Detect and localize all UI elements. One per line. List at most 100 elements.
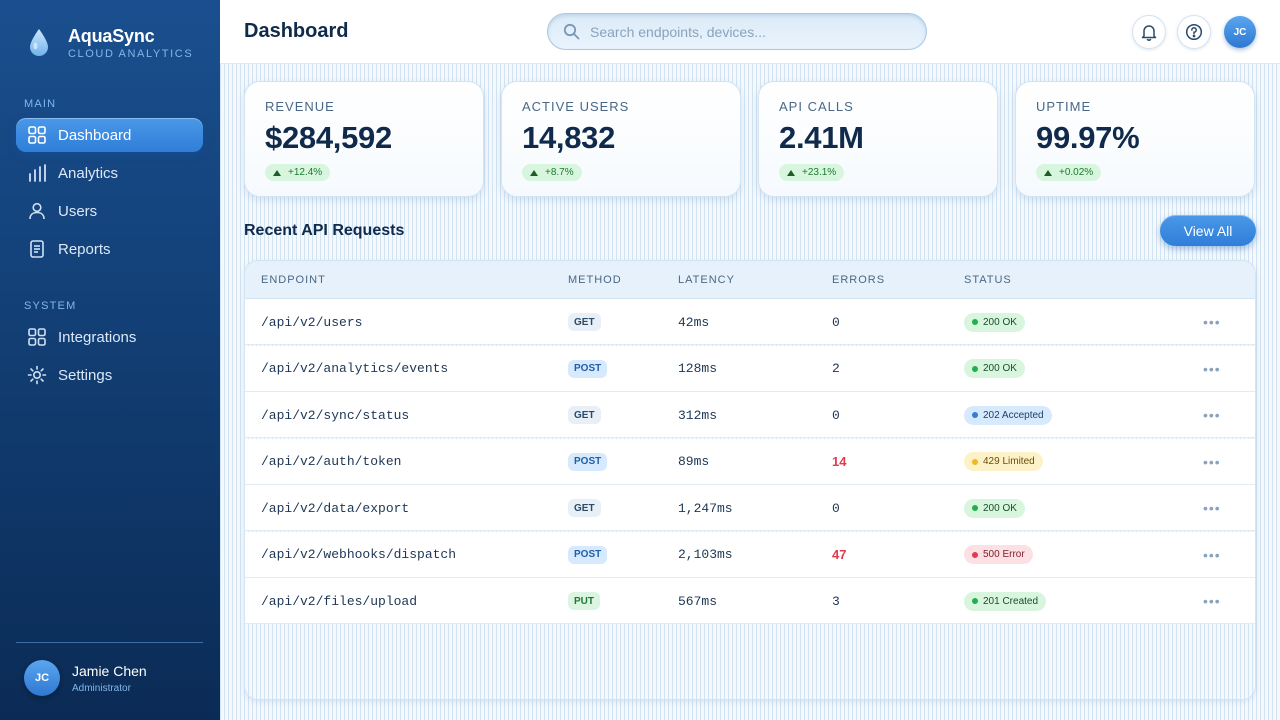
errors-cell: 3 (832, 593, 840, 609)
column-header-latency[interactable]: LATENCY (678, 274, 735, 286)
table-row[interactable]: /api/v2/users GET 42ms 0 200 OK ••• (245, 299, 1255, 345)
status-cell: 200 OK (964, 346, 1025, 392)
method-cell: GET (568, 392, 601, 438)
brand[interactable]: AquaSync CLOUD ANALYTICS (28, 26, 193, 60)
status-dot-icon (972, 365, 978, 372)
errors-cell: 14 (832, 454, 847, 469)
stat-label: REVENUE (265, 99, 335, 114)
status-dot-icon (972, 598, 978, 604)
notifications-button[interactable] (1132, 15, 1166, 49)
method-badge: GET (568, 406, 601, 424)
table-row[interactable]: /api/v2/webhooks/dispatch POST 2,103ms 47 50… (245, 531, 1255, 578)
column-header-errors[interactable]: ERRORS (832, 274, 886, 286)
stat-label: ACTIVE USERS (522, 99, 630, 114)
profile-name: Jamie Chen (72, 662, 147, 679)
endpoint-cell: /api/v2/sync/status (261, 407, 410, 423)
status-text: 200 OK (983, 363, 1017, 374)
search-input[interactable] (590, 23, 910, 40)
user-icon (27, 201, 47, 221)
help-button[interactable] (1177, 15, 1211, 49)
method-cell: PUT (568, 578, 600, 624)
more-options-icon[interactable]: ••• (1203, 546, 1221, 563)
sidebar-item-label: Integrations (58, 328, 137, 346)
more-options-icon[interactable]: ••• (1203, 593, 1221, 609)
section-title: Recent API Requests (244, 222, 405, 239)
stat-card-revenue: REVENUE $284,592 +12.4% (244, 81, 484, 197)
latency-cell: 128ms (678, 361, 718, 376)
column-header-method[interactable]: METHOD (568, 274, 622, 286)
latency-cell: 42ms (678, 314, 710, 330)
more-options-icon[interactable]: ••• (1203, 360, 1221, 377)
status-badge: 500 Error (964, 545, 1033, 564)
method-badge: POST (568, 452, 608, 471)
status-badge: 202 Accepted (964, 405, 1052, 425)
table-row[interactable]: /api/v2/auth/token POST 89ms 14 429 Limited •… (245, 438, 1255, 485)
endpoint-cell: /api/v2/users (261, 314, 363, 330)
sidebar-item-dashboard[interactable]: Dashboard (16, 118, 203, 152)
endpoint-cell: /api/v2/files/upload (261, 593, 418, 609)
status-text: 201 Created (983, 595, 1039, 607)
table-row[interactable]: /api/v2/files/upload PUT 567ms 3 201 Created… (245, 578, 1255, 624)
stat-value: $284,592 (265, 120, 392, 155)
errors-cell: 0 (832, 407, 840, 423)
stat-delta-badge: +12.4% (265, 164, 331, 181)
method-cell: GET (568, 299, 601, 345)
sidebar-item-label: Analytics (58, 164, 119, 182)
status-badge: 200 OK (964, 498, 1025, 518)
user-profile[interactable]: JC Jamie Chen Administrator (24, 660, 147, 696)
trend-up-icon (273, 169, 281, 176)
sidebar-item-users[interactable]: Users (16, 194, 203, 228)
section-label-system: SYSTEM (24, 300, 77, 312)
column-header-endpoint[interactable]: ENDPOINT (261, 274, 326, 286)
stat-label: API CALLS (779, 99, 854, 114)
sidebar-item-label: Settings (58, 366, 113, 384)
sidebar-item-integrations[interactable]: Integrations (16, 320, 203, 354)
stat-delta: +0.02% (1059, 167, 1094, 178)
endpoint-cell: /api/v2/auth/token (261, 454, 402, 469)
more-options-icon[interactable]: ••• (1203, 407, 1221, 423)
water-drop-logo-icon (30, 29, 48, 56)
stat-label: UPTIME (1036, 99, 1092, 114)
avatar[interactable]: JC (1224, 16, 1256, 48)
status-dot-icon (972, 551, 978, 558)
view-all-button[interactable]: View All (1160, 215, 1256, 246)
sidebar-item-reports[interactable]: Reports (16, 232, 203, 266)
bell-icon (1141, 25, 1157, 41)
endpoint-cell: /api/v2/data/export (261, 500, 410, 516)
column-header-status[interactable]: STATUS (964, 274, 1012, 286)
latency-cell: 2,103ms (678, 547, 733, 562)
method-cell: GET (568, 485, 601, 531)
sidebar-item-analytics[interactable]: Analytics (16, 156, 203, 190)
main-content: Dashboard JC REVENUE $284,592 +12.4% ACT… (220, 0, 1280, 720)
stat-value: 14,832 (522, 120, 616, 155)
brand-name: AquaSync (68, 26, 155, 46)
document-icon (27, 239, 47, 259)
stat-card-api-calls: API CALLS 2.41M +23.1% (758, 81, 998, 197)
more-options-icon[interactable]: ••• (1203, 500, 1221, 516)
method-badge: POST (568, 359, 608, 378)
brand-subtitle: CLOUD ANALYTICS (68, 48, 194, 60)
trend-up-icon (530, 169, 538, 176)
table-row[interactable]: /api/v2/analytics/events POST 128ms 2 200 OK… (245, 345, 1255, 392)
grid-icon (27, 327, 47, 347)
table-row[interactable]: /api/v2/data/export GET 1,247ms 0 200 OK ••• (245, 485, 1255, 531)
errors-cell: 47 (832, 547, 847, 562)
status-badge: 429 Limited (964, 452, 1043, 471)
more-options-icon[interactable]: ••• (1203, 314, 1221, 330)
search-bar[interactable] (547, 13, 927, 50)
errors-cell: 2 (832, 361, 840, 376)
search-icon (563, 23, 580, 40)
status-cell: 200 OK (964, 485, 1025, 531)
sidebar-item-label: Users (58, 202, 98, 220)
sidebar-item-settings[interactable]: Settings (16, 358, 203, 392)
latency-cell: 312ms (678, 407, 718, 423)
status-cell: 200 OK (964, 299, 1025, 345)
table-row[interactable]: /api/v2/sync/status GET 312ms 0 202 Accepted… (245, 392, 1255, 438)
method-badge: POST (568, 545, 608, 564)
status-dot-icon (972, 505, 978, 511)
more-options-icon[interactable]: ••• (1203, 453, 1221, 470)
stat-delta: +8.7% (545, 167, 574, 178)
method-cell: POST (568, 346, 608, 392)
method-cell: POST (568, 439, 608, 485)
status-dot-icon (972, 319, 978, 325)
